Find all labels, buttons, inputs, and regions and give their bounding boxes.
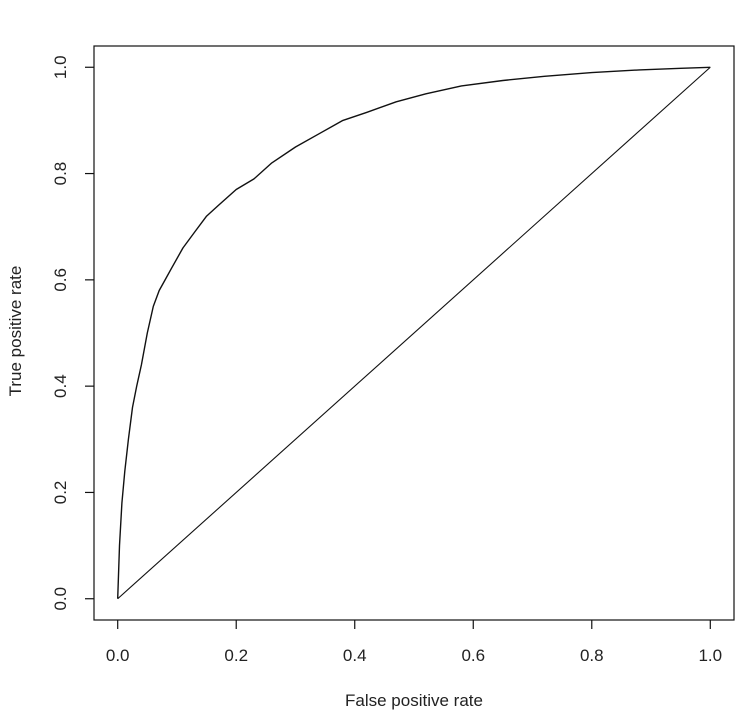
x-tick-label: 0.2 xyxy=(224,646,248,665)
x-tick-label: 1.0 xyxy=(698,646,722,665)
y-tick-label: 0.6 xyxy=(51,268,70,292)
plot-frame xyxy=(93,45,735,621)
x-axis: 0.0 0.2 0.4 0.6 0.8 1.0 xyxy=(106,620,722,665)
x-tick-label: 0.8 xyxy=(580,646,604,665)
y-tick-label: 0.2 xyxy=(51,481,70,505)
x-axis-label: False positive rate xyxy=(345,691,483,710)
y-axis: 0.0 0.2 0.4 0.6 0.8 1.0 xyxy=(51,55,94,611)
y-tick-label: 0.4 xyxy=(51,374,70,398)
plot-area xyxy=(93,45,735,621)
diagonal-reference-line xyxy=(117,66,711,600)
x-tick-label: 0.0 xyxy=(106,646,130,665)
x-tick-label: 0.6 xyxy=(461,646,485,665)
roc-curve-line xyxy=(117,66,711,599)
x-tick-label: 0.4 xyxy=(343,646,367,665)
y-axis-label: True positive rate xyxy=(6,266,25,397)
y-tick-label: 1.0 xyxy=(51,55,70,79)
y-tick-label: 0.8 xyxy=(51,162,70,186)
y-tick-label: 0.0 xyxy=(51,587,70,611)
